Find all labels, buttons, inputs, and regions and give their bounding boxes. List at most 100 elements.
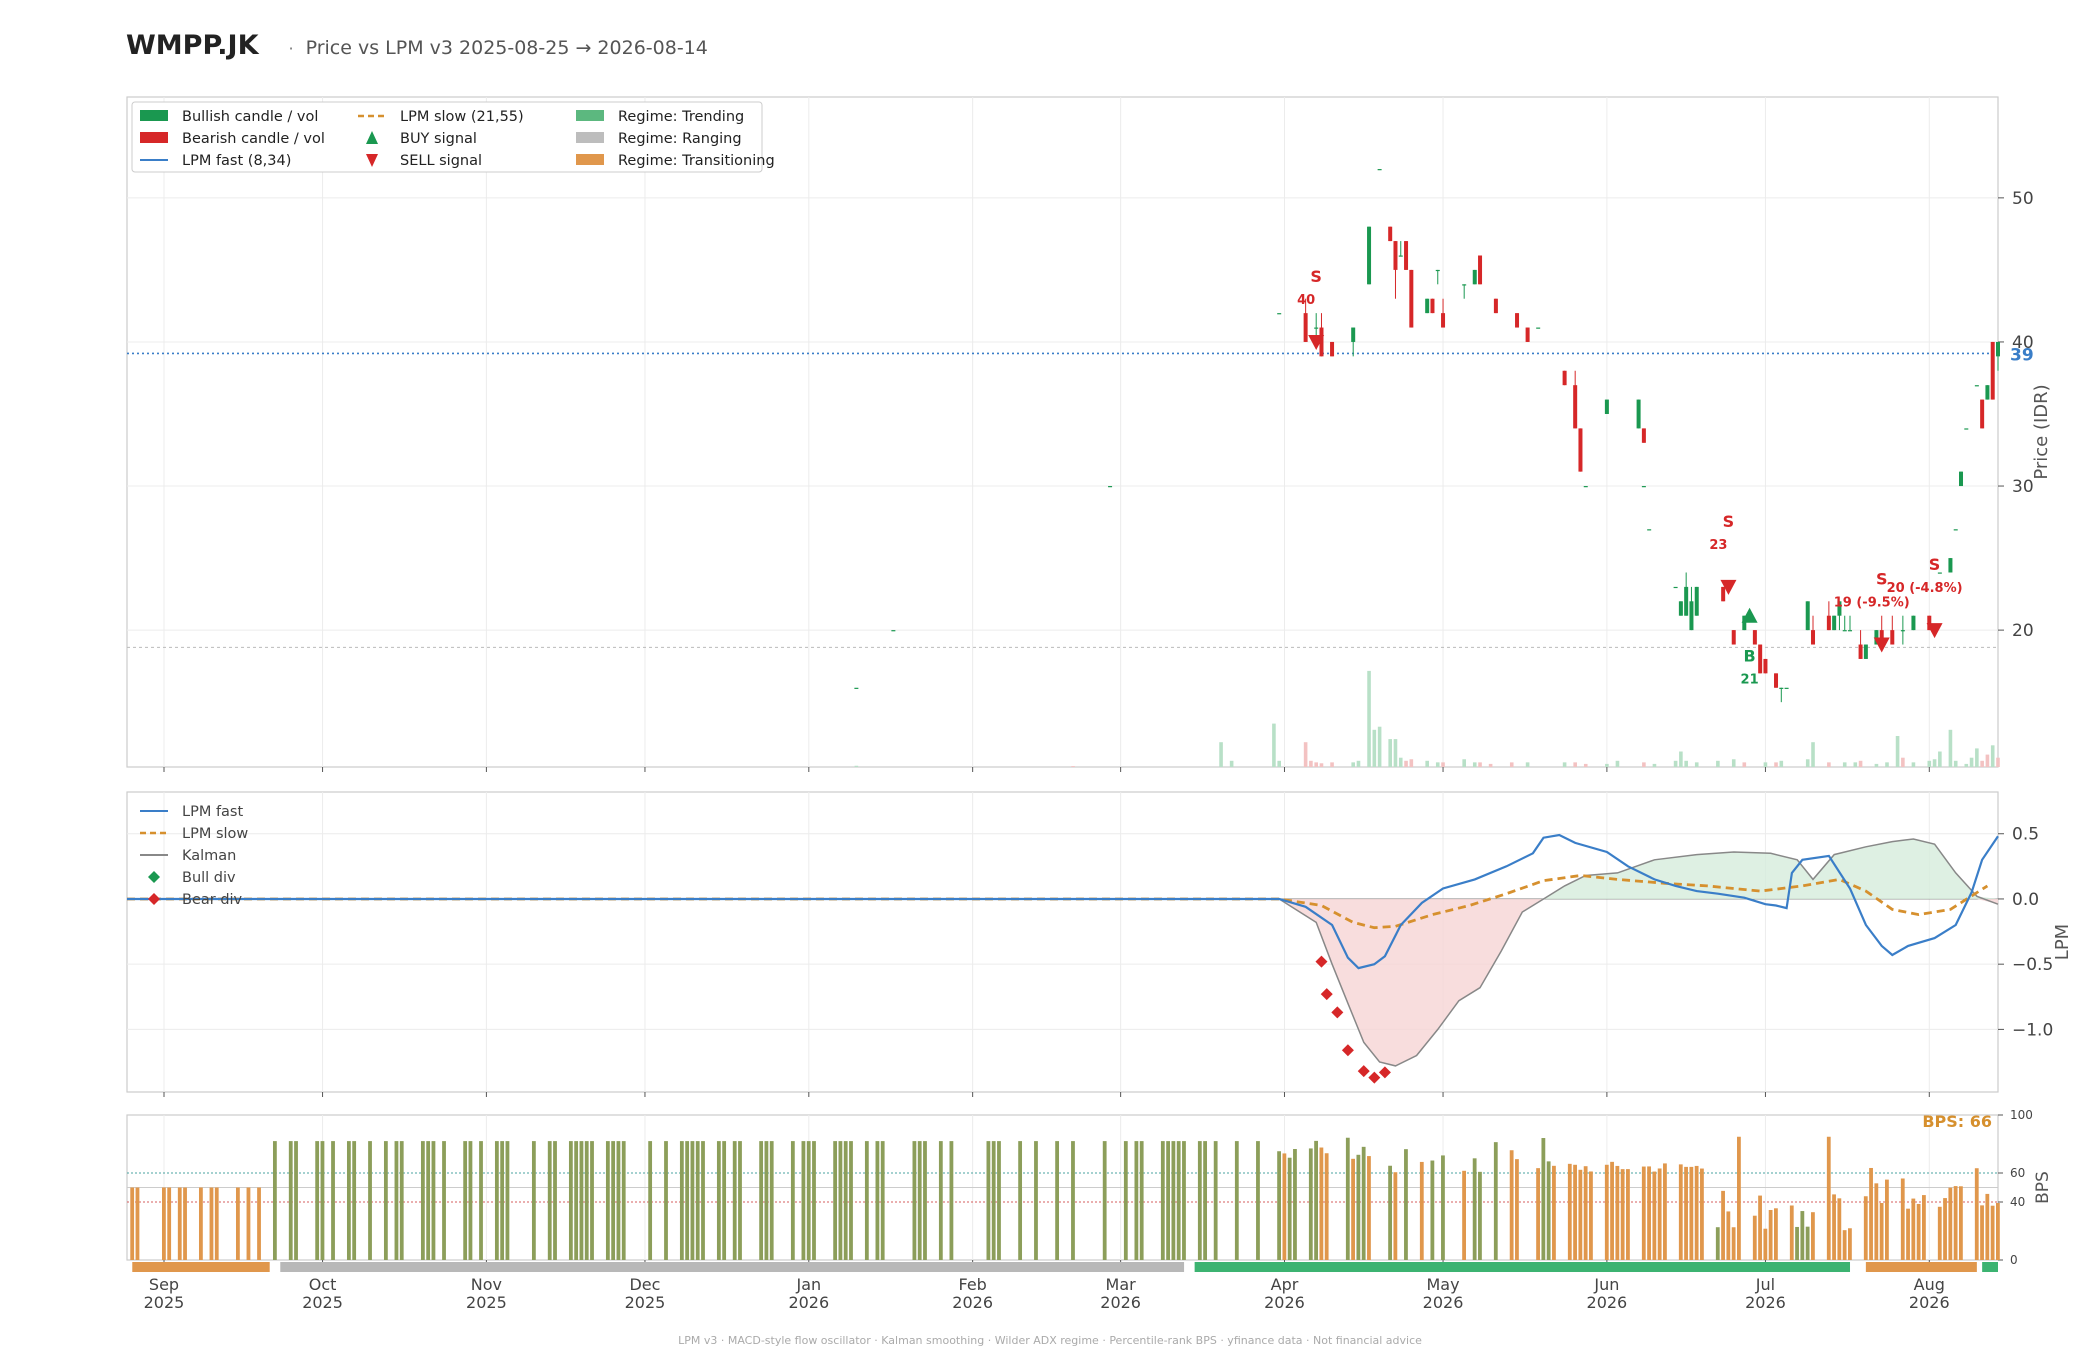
candle-body — [1493, 298, 1498, 314]
volume-bar — [1679, 751, 1683, 767]
bps-bar — [1356, 1154, 1361, 1260]
bps-bar — [1589, 1171, 1593, 1260]
bps-bar — [574, 1141, 579, 1260]
candle-body — [1731, 630, 1736, 645]
sell-signal-price: 23 — [1709, 538, 1727, 553]
x-tick-month: Aug — [1914, 1275, 1945, 1294]
bps-bar — [346, 1141, 351, 1260]
legend-label: BUY signal — [400, 131, 477, 147]
bps-bar — [917, 1141, 922, 1260]
candle-body — [1900, 630, 1905, 632]
candle-body — [1911, 615, 1916, 631]
candle-body — [1583, 486, 1588, 488]
candle-body — [1562, 370, 1567, 386]
volume-bar — [1975, 748, 1979, 767]
volume-bar — [1388, 739, 1392, 767]
bps-bar — [1166, 1141, 1171, 1260]
legend-swatch — [140, 132, 168, 143]
bps-bar — [722, 1141, 727, 1260]
bps-bar — [1102, 1141, 1107, 1260]
candle-body — [1673, 586, 1678, 589]
bps-bar — [235, 1187, 240, 1260]
bps-bar — [1367, 1156, 1371, 1260]
volume-bar — [1779, 760, 1784, 767]
regime-band — [132, 1262, 270, 1272]
bps-bar — [1715, 1227, 1720, 1260]
bps-bar — [1647, 1166, 1651, 1260]
bps-bar — [1583, 1166, 1588, 1260]
volume-bar — [1441, 762, 1445, 767]
bps-bar — [1879, 1203, 1884, 1260]
bps-bar — [938, 1141, 943, 1260]
bps-bar — [1837, 1198, 1842, 1260]
x-tick-year: 2025 — [144, 1293, 185, 1312]
legend-swatch — [140, 110, 168, 121]
volume-bar — [1605, 763, 1609, 767]
bps-bar — [991, 1141, 996, 1260]
volume-bar — [1372, 729, 1377, 767]
volume-bar — [1842, 762, 1847, 767]
bps-bar — [547, 1141, 552, 1260]
volume-bar — [1853, 762, 1858, 767]
volume-bar — [1398, 757, 1403, 767]
bps-bar — [352, 1141, 357, 1260]
bps-bar — [1811, 1212, 1815, 1260]
ticker-title: WMPP.JK — [126, 30, 259, 61]
volume-bar — [1583, 763, 1588, 767]
bps-bar — [257, 1187, 261, 1260]
bps-bar — [1509, 1150, 1514, 1260]
volume-bar — [1272, 723, 1276, 767]
bps-bar — [864, 1141, 869, 1260]
bps-bar — [177, 1187, 182, 1260]
x-tick-month: Nov — [471, 1275, 502, 1294]
bps-bar — [1139, 1141, 1144, 1260]
x-tick-year: 2026 — [1587, 1293, 1628, 1312]
bps-bar — [1404, 1149, 1408, 1260]
sell-marker — [1873, 637, 1890, 653]
volume-bar — [1229, 760, 1234, 767]
volume-bar — [1277, 760, 1281, 767]
bps-bar — [1277, 1151, 1281, 1260]
bps-bar — [183, 1187, 187, 1260]
x-tick-month: Dec — [629, 1275, 660, 1294]
kalman-line — [127, 838, 1999, 1067]
bps-bar — [1916, 1203, 1921, 1260]
bps-bar — [1430, 1160, 1435, 1260]
volume-bar — [1478, 762, 1482, 767]
candle-body — [1784, 687, 1789, 689]
x-tick-month: Feb — [958, 1275, 986, 1294]
bps-bar — [431, 1141, 436, 1260]
bps-bar — [468, 1141, 473, 1260]
volume-bar — [1990, 745, 1995, 767]
volume-bar — [1562, 762, 1567, 767]
lpm-ytick-label: 0.0 — [2012, 890, 2039, 910]
sell-marker — [1926, 623, 1943, 639]
bps-bar — [1541, 1138, 1546, 1260]
bps-bar — [1663, 1163, 1667, 1260]
bps-bar — [246, 1187, 251, 1260]
bps-bar — [463, 1141, 468, 1260]
x-tick-month: Jan — [795, 1275, 821, 1294]
bps-bar — [806, 1141, 811, 1260]
bps-bar — [685, 1141, 690, 1260]
candle-body — [1462, 284, 1467, 286]
bps-bar — [1752, 1215, 1757, 1260]
sell-marker — [1720, 579, 1737, 595]
bps-bar — [1996, 1202, 2000, 1260]
bps-bar — [1911, 1198, 1916, 1260]
bps-bar — [1034, 1141, 1038, 1260]
candle-body — [1425, 298, 1430, 314]
bps-bar — [732, 1141, 737, 1260]
candle-body — [1863, 644, 1868, 659]
bear-div-marker — [1368, 1071, 1381, 1084]
bps-bar — [167, 1187, 172, 1260]
bps-bar — [605, 1141, 610, 1260]
sell-marker — [1308, 334, 1325, 350]
lpm-panel-frame — [126, 791, 1999, 1093]
bps-bar — [1536, 1168, 1540, 1260]
volume-bar — [1742, 762, 1747, 767]
volume-bar — [1774, 762, 1778, 767]
bps-bar — [214, 1187, 219, 1260]
bps-bar — [1213, 1141, 1218, 1260]
volume-bar — [1219, 742, 1223, 767]
